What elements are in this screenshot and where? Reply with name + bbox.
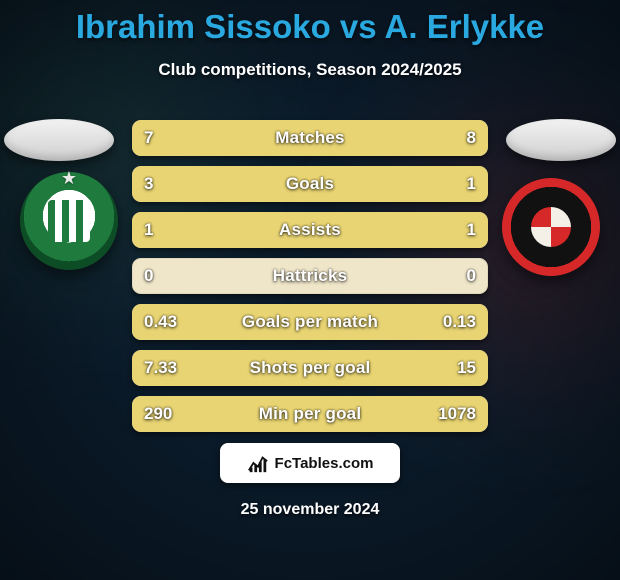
- page-date: 25 november 2024: [241, 501, 380, 519]
- stat-label: Assists: [279, 220, 341, 240]
- stat-value-right: 0.13: [443, 312, 476, 332]
- stat-value-right: 8: [467, 128, 476, 148]
- stat-bar: 7.33 15 Shots per goal: [132, 350, 488, 386]
- stat-value-left: 290: [144, 404, 172, 424]
- stat-value-left: 7: [144, 128, 153, 148]
- stat-value-right: 1078: [438, 404, 476, 424]
- stat-bar: 7 8 Matches: [132, 120, 488, 156]
- stat-label: Min per goal: [259, 404, 362, 424]
- stat-fill-left: [132, 120, 298, 156]
- page-title: Ibrahim Sissoko vs A. Erlykke: [0, 0, 620, 46]
- stat-value-right: 15: [457, 358, 476, 378]
- stat-value-left: 3: [144, 174, 153, 194]
- stat-bar: 3 1 Goals: [132, 166, 488, 202]
- stat-value-left: 0: [144, 266, 153, 286]
- page-subtitle: Club competitions, Season 2024/2025: [0, 60, 620, 80]
- stat-label: Hattricks: [273, 266, 348, 286]
- stat-value-right: 0: [467, 266, 476, 286]
- stat-value-left: 0.43: [144, 312, 177, 332]
- stat-label: Goals: [286, 174, 334, 194]
- brand-chart-icon: [247, 452, 269, 474]
- stat-label: Goals per match: [242, 312, 378, 332]
- stat-value-right: 1: [467, 220, 476, 240]
- stat-label: Matches: [275, 128, 344, 148]
- stat-value-right: 1: [467, 174, 476, 194]
- stat-value-left: 1: [144, 220, 153, 240]
- stat-label: Shots per goal: [250, 358, 371, 378]
- player-right-avatar: [506, 119, 616, 161]
- stats-bars: 7 8 Matches 3 1 Goals 1 1 Assists 0 0 Hattricks 0.43…: [132, 120, 488, 442]
- stat-bar: 290 1078 Min per goal: [132, 396, 488, 432]
- club-badge-right: [502, 178, 600, 276]
- stat-bar: 0.43 0.13 Goals per match: [132, 304, 488, 340]
- stat-bar: 1 1 Assists: [132, 212, 488, 248]
- brand-badge[interactable]: FcTables.com: [220, 443, 400, 483]
- player-left-avatar: [4, 119, 114, 161]
- club-badge-left: [20, 172, 118, 270]
- stat-bar: 0 0 Hattricks: [132, 258, 488, 294]
- stat-value-left: 7.33: [144, 358, 177, 378]
- stat-fill-left: [132, 166, 399, 202]
- brand-text: FcTables.com: [275, 455, 374, 472]
